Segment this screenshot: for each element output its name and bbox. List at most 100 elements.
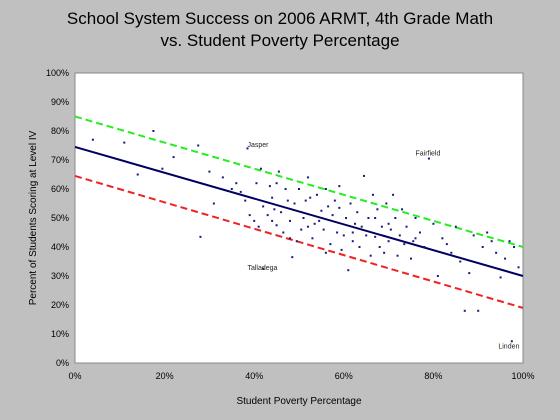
data-point <box>284 188 287 190</box>
data-point <box>298 188 300 190</box>
data-point <box>313 222 316 225</box>
data-point <box>161 167 164 170</box>
data-point <box>293 202 296 205</box>
x-axis-ticks: 0% 20% 40% 60% 80% 100% <box>68 371 534 381</box>
data-point <box>221 176 224 179</box>
x-tick-label: 40% <box>245 371 263 381</box>
data-point <box>349 202 352 205</box>
y-tick-label: 0% <box>56 358 69 368</box>
data-point <box>271 219 274 222</box>
trend-lines <box>74 115 524 309</box>
data-point <box>239 190 242 193</box>
data-point <box>322 228 325 231</box>
data-point <box>354 222 356 225</box>
y-tick-label: 50% <box>51 213 69 223</box>
data-point <box>432 222 435 225</box>
x-axis-title: Student Poverty Percentage <box>236 396 362 407</box>
data-point <box>253 219 256 222</box>
data-point <box>306 176 309 179</box>
data-point <box>289 237 292 240</box>
data-point <box>445 243 448 246</box>
data-point <box>499 276 502 279</box>
data-point <box>508 240 511 243</box>
data-point <box>389 228 392 231</box>
data-point <box>338 206 341 209</box>
y-tick-label: 80% <box>51 126 69 136</box>
data-point <box>351 231 354 234</box>
data-point <box>414 237 417 240</box>
data-point <box>436 275 439 277</box>
data-point <box>262 205 265 208</box>
data-point <box>490 240 493 243</box>
data-point <box>255 182 258 185</box>
data-point <box>427 157 430 160</box>
data-point <box>358 246 361 248</box>
y-tick-label: 40% <box>51 242 69 252</box>
data-point <box>257 225 260 228</box>
x-tick-label: 0% <box>68 371 81 381</box>
x-tick-label: 80% <box>424 371 442 381</box>
data-point <box>468 272 471 275</box>
data-point <box>277 170 280 173</box>
data-point <box>396 254 399 257</box>
point-annotations: Jasper Fairfield Talladega Linden <box>247 142 519 351</box>
upper-line <box>74 115 524 248</box>
data-point <box>385 202 388 205</box>
data-point <box>495 251 498 254</box>
data-point <box>410 257 412 260</box>
data-point <box>291 256 294 259</box>
data-point <box>450 251 453 254</box>
data-point <box>414 217 417 219</box>
data-point <box>199 235 202 238</box>
data-point <box>418 231 421 234</box>
data-point <box>394 217 397 219</box>
data-point <box>387 222 390 225</box>
data-point <box>351 240 354 243</box>
data-point <box>403 243 406 246</box>
annotation-label: Talladega <box>247 265 277 272</box>
data-point <box>266 214 269 217</box>
annotation-label: Linden <box>498 344 519 351</box>
data-point <box>304 199 307 202</box>
data-point <box>123 141 126 144</box>
data-point <box>212 202 215 205</box>
data-point <box>342 234 345 237</box>
data-point <box>401 208 404 211</box>
data-point <box>282 231 285 234</box>
data-point <box>235 182 238 185</box>
data-point <box>477 309 480 312</box>
data-point <box>513 246 516 248</box>
data-point <box>152 130 155 132</box>
data-point <box>262 267 265 270</box>
y-tick-label: 100% <box>46 68 69 78</box>
data-point <box>463 309 466 312</box>
data-point <box>365 234 368 237</box>
chart-subtitle: vs. Student Poverty Percentage <box>160 31 400 50</box>
data-point <box>311 237 314 240</box>
data-point <box>327 205 330 208</box>
data-point <box>423 246 426 248</box>
plot-area <box>74 72 524 364</box>
data-point <box>197 144 200 147</box>
data-point <box>271 196 274 199</box>
y-tick-label: 10% <box>51 329 69 339</box>
data-point <box>324 251 327 254</box>
y-axis-ticks: 0% 10% 20% 30% 40% 50% 60% 70% 80% 90% 100% <box>46 68 69 368</box>
data-point <box>454 225 457 228</box>
data-point <box>338 185 341 188</box>
data-point <box>387 240 390 243</box>
fit-line <box>74 145 524 277</box>
data-point <box>208 170 211 173</box>
chart-title-block: School System Success on 2006 ARMT, 4th … <box>0 8 560 52</box>
data-point <box>340 248 343 251</box>
data-point <box>517 266 520 269</box>
data-point <box>246 147 249 150</box>
data-point <box>275 182 278 185</box>
annotation-label: Jasper <box>247 142 269 149</box>
data-point <box>259 167 262 170</box>
data-point <box>486 231 489 234</box>
data-point <box>295 240 298 243</box>
data-point <box>309 196 312 199</box>
data-point <box>230 188 233 190</box>
data-point <box>459 260 462 263</box>
